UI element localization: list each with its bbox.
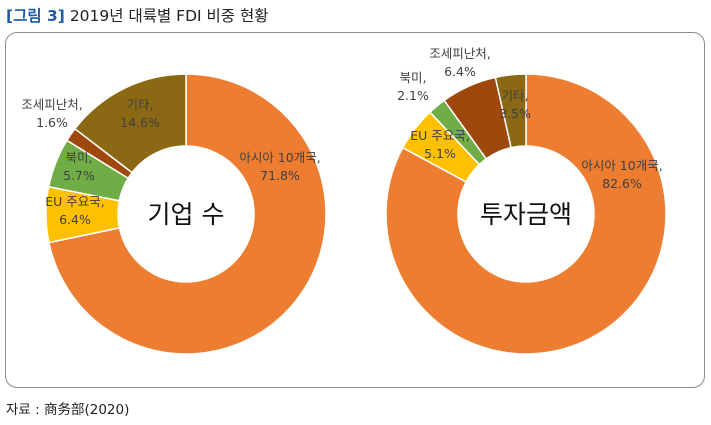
slice-asia-count bbox=[48, 73, 327, 355]
chart-frame bbox=[5, 32, 705, 388]
slice-value-north-america-count: 5.7% bbox=[63, 168, 95, 183]
slice-label-tax-haven-amount: 조세피난처, bbox=[429, 46, 490, 61]
slice-label-north-america-count: 북미, bbox=[66, 150, 93, 165]
slice-asia-amount bbox=[385, 73, 667, 355]
slice-value-eu-count: 6.4% bbox=[59, 212, 91, 227]
slice-value-north-america-amount: 2.1% bbox=[397, 88, 429, 103]
slice-value-tax-haven-amount: 6.4% bbox=[444, 64, 476, 79]
slice-label-other-count: 기타, bbox=[127, 97, 154, 112]
slice-value-asia-amount: 82.6% bbox=[602, 176, 642, 191]
slice-value-tax-haven-count: 1.6% bbox=[36, 115, 68, 130]
slice-label-north-america-amount: 북미, bbox=[400, 70, 427, 85]
slice-label-other-amount: 기타, bbox=[502, 88, 529, 103]
figure-title-text: 2019년 대륙별 FDI 비중 현황 bbox=[69, 7, 269, 25]
slice-value-eu-amount: 5.1% bbox=[424, 146, 456, 161]
figure-number: [그림 3] bbox=[6, 7, 65, 25]
slice-label-tax-haven-count: 조세피난처, bbox=[21, 97, 82, 112]
slice-label-eu-count: EU 주요국, bbox=[45, 194, 105, 209]
figure-title: [그림 3] 2019년 대륙별 FDI 비중 현황 bbox=[6, 4, 268, 26]
slice-other-count bbox=[73, 73, 187, 174]
slice-value-asia-count: 71.8% bbox=[260, 168, 300, 183]
slice-label-eu-amount: EU 주요국, bbox=[410, 128, 470, 143]
slice-value-other-count: 14.6% bbox=[120, 115, 160, 130]
source-note: 자료 : 商务部(2020) bbox=[6, 402, 130, 418]
center-label-amount: 투자금액 bbox=[480, 200, 572, 229]
slice-value-other-amount: 3.5% bbox=[499, 106, 531, 121]
slice-label-asia-amount: 아시아 10개국, bbox=[581, 158, 662, 173]
slice-other-amount bbox=[494, 73, 527, 149]
center-label-count: 기업 수 bbox=[148, 200, 225, 229]
donut-chart-amount: 투자금액 아시아 10개국, 82.6% EU 주요국, 5.1% 북미, 2.1% 조세피난… bbox=[385, 46, 667, 355]
donut-chart-count: 기업 수 아시아 10개국, 71.8% EU 주요국, 6.4% 북미, 5.7% 조세피난… bbox=[21, 73, 327, 355]
slice-label-asia-count: 아시아 10개국, bbox=[239, 150, 320, 165]
